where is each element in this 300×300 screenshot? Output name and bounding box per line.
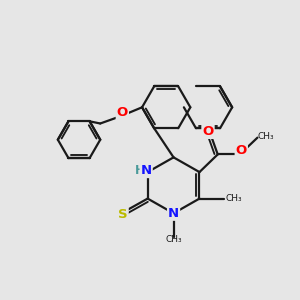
Text: CH₃: CH₃ <box>258 132 274 141</box>
Text: H: H <box>134 164 144 177</box>
Text: S: S <box>118 208 128 221</box>
Text: O: O <box>236 144 247 158</box>
Text: O: O <box>202 125 214 138</box>
Text: CH₃: CH₃ <box>165 235 182 244</box>
Text: O: O <box>117 106 128 119</box>
Text: CH₃: CH₃ <box>226 194 242 203</box>
Text: N: N <box>168 207 179 220</box>
Text: N: N <box>141 164 152 177</box>
